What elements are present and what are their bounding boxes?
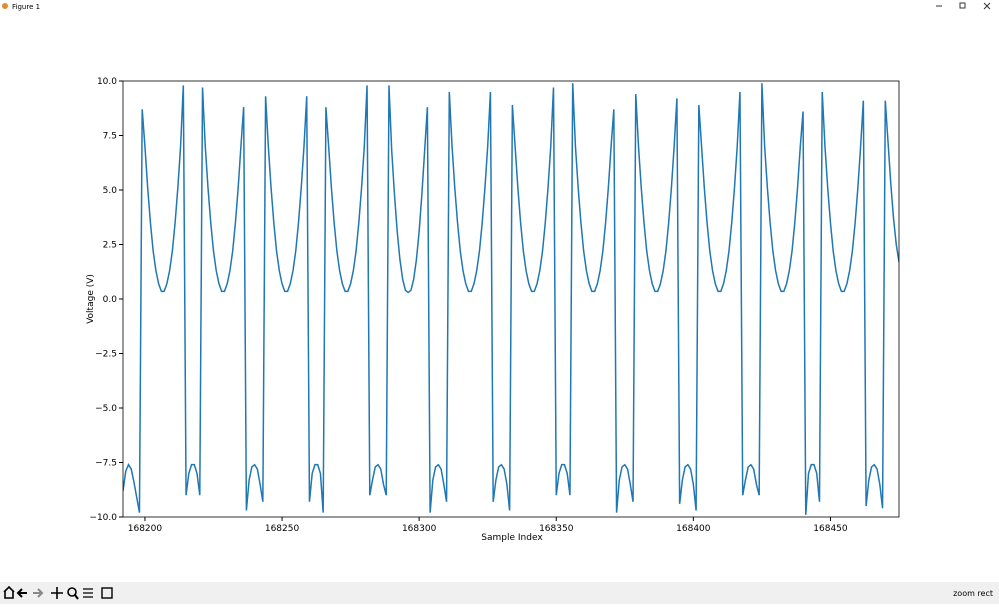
- app-icon: [2, 3, 8, 9]
- pan-button[interactable]: [51, 587, 63, 599]
- home-button[interactable]: [3, 585, 15, 599]
- y-tick-label: −5.0: [95, 404, 117, 414]
- y-tick-label: −2.5: [95, 350, 117, 360]
- save-button[interactable]: [101, 587, 113, 599]
- configure-button[interactable]: [83, 588, 93, 598]
- x-axis-label: Sample Index: [481, 533, 543, 543]
- y-tick-label: −10.0: [89, 513, 117, 523]
- y-tick-label: 10.0: [97, 77, 117, 87]
- plot-frame: [122, 80, 900, 518]
- y-tick-label: 5.0: [103, 186, 118, 196]
- maximize-button[interactable]: [959, 2, 966, 9]
- y-axis-label: Voltage (V): [86, 274, 96, 324]
- x-tick-label: 168400: [676, 524, 711, 534]
- x-tick-label: 168450: [813, 524, 848, 534]
- zoom-button[interactable]: [67, 587, 79, 600]
- x-tick-label: 168250: [265, 524, 300, 534]
- window-title: Figure 1: [12, 3, 40, 11]
- y-tick-label: 7.5: [103, 132, 117, 142]
- x-tick-label: 168350: [539, 524, 574, 534]
- toolbar: [0, 582, 999, 604]
- back-button[interactable]: [16, 588, 27, 598]
- data-line: [123, 83, 899, 515]
- y-tick-label: 2.5: [103, 241, 117, 251]
- title-bar: [0, 0, 999, 13]
- x-tick-label: 168200: [128, 524, 163, 534]
- y-tick-label: 0.0: [103, 295, 118, 305]
- x-tick-label: 168300: [402, 524, 437, 534]
- status-text: zoom rect: [953, 589, 993, 598]
- y-tick-label: −7.5: [95, 459, 117, 469]
- forward-button[interactable]: [33, 588, 44, 598]
- close-button[interactable]: [983, 2, 991, 10]
